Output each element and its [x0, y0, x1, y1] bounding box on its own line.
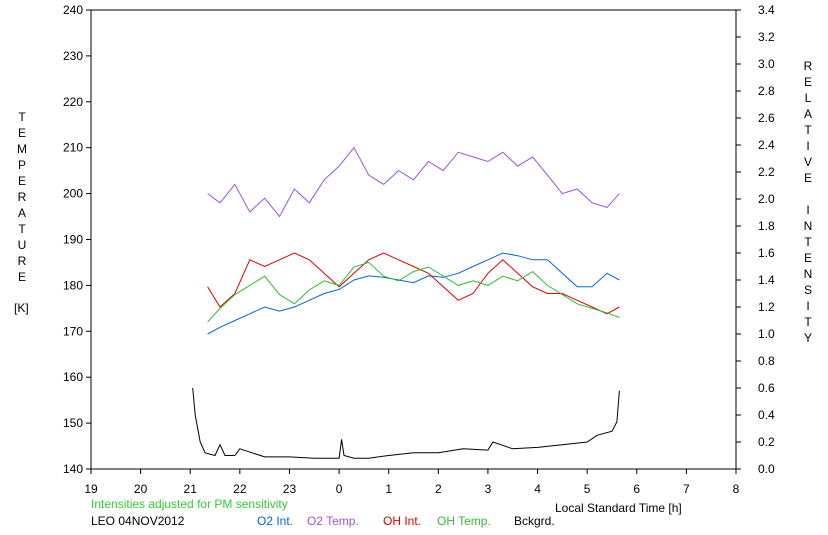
x-tick-label: 7 — [683, 482, 690, 496]
right-title-letter: T — [804, 123, 812, 137]
series-oh-temp-line — [207, 261, 620, 323]
left-tick-label: 230 — [63, 49, 83, 63]
right-title-letter: E — [804, 171, 812, 185]
left-title-letter: E — [18, 126, 26, 140]
right-title-letter: L — [805, 91, 812, 105]
plot-frame — [90, 9, 737, 470]
left-axis-unit: [K] — [14, 301, 29, 315]
x-tick-label: 5 — [584, 482, 591, 496]
series-bckgrd-line — [192, 387, 620, 459]
series-oh-int-line — [207, 252, 620, 315]
right-title-letter: V — [804, 155, 812, 169]
left-tick-label: 200 — [63, 187, 83, 201]
left-title-letter: R — [18, 254, 27, 268]
right-tick-label: 0.6 — [758, 381, 775, 395]
right-tick-label: 3.4 — [758, 3, 775, 17]
x-tick-label: 22 — [233, 482, 247, 496]
legend-oh-temp: OH Temp. — [437, 514, 491, 528]
pm-note: Intensities adjusted for PM sensitivity — [91, 497, 288, 511]
series-o2-int-line — [207, 252, 620, 335]
left-title-letter: A — [18, 206, 26, 220]
legend-bckgrd: Bckgrd. — [514, 514, 555, 528]
right-tick-label: 3.2 — [758, 30, 775, 44]
right-tick-label: 1.4 — [758, 273, 775, 287]
right-title-letter: A — [804, 107, 812, 121]
x-tick-label: 3 — [485, 482, 492, 496]
x-axis-label: Local Standard Time [h] — [555, 501, 682, 515]
right-title-letter: S — [804, 283, 812, 297]
x-tick-label: 6 — [633, 482, 640, 496]
right-title-letter: T — [804, 315, 812, 329]
right-tick-label: 1.6 — [758, 246, 775, 260]
x-tick-label: 21 — [184, 482, 198, 496]
x-tick-label: 4 — [534, 482, 541, 496]
right-title-letter: N — [804, 267, 813, 281]
left-tick-label: 180 — [63, 278, 83, 292]
right-title-letter: E — [804, 75, 812, 89]
left-title-letter: T — [18, 222, 26, 236]
right-tick-label: 2.6 — [758, 111, 775, 125]
legend-oh-int: OH Int. — [383, 514, 422, 528]
x-tick-label: 8 — [733, 482, 740, 496]
left-tick-label: 190 — [63, 233, 83, 247]
legend-o2-int: O2 Int. — [257, 514, 294, 528]
left-title-letter: R — [18, 190, 27, 204]
left-axis-ticks: 140 150 160 170 180 190 200 210 220 230 240 — [63, 3, 91, 476]
right-title-letter: R — [804, 59, 813, 73]
series-layer — [192, 146, 620, 459]
legend-o2-temp: O2 Temp. — [307, 514, 359, 528]
left-tick-label: 150 — [63, 416, 83, 430]
left-title-letter: E — [18, 270, 26, 284]
left-tick-label: 140 — [63, 462, 83, 476]
left-title-letter: E — [18, 174, 26, 188]
right-title-letter: T — [804, 235, 812, 249]
right-title-letter: Y — [804, 331, 812, 345]
right-tick-label: 0.2 — [758, 435, 775, 449]
x-tick-label: 0 — [336, 482, 343, 496]
left-title-letter: M — [17, 142, 27, 156]
right-tick-label: 0.8 — [758, 354, 775, 368]
right-tick-label: 1.2 — [758, 300, 775, 314]
x-tick-label: 23 — [283, 482, 297, 496]
station-label: LEO 04NOV2012 — [91, 514, 185, 528]
right-title-letter: I — [806, 299, 809, 313]
left-tick-label: 220 — [63, 95, 83, 109]
left-tick-label: 170 — [63, 324, 83, 338]
right-tick-label: 1.0 — [758, 327, 775, 341]
right-tick-label: 2.0 — [758, 192, 775, 206]
left-tick-label: 210 — [63, 141, 83, 155]
left-tick-label: 240 — [63, 3, 83, 17]
left-title-letter: U — [18, 238, 27, 252]
right-title-letter: E — [804, 251, 812, 265]
right-axis-ticks: 0.0 0.2 0.4 0.6 0.8 1.0 1.2 1.4 1.6 1.8 2.0 2.2 2.4 2… — [736, 3, 775, 476]
x-tick-label: 19 — [84, 482, 98, 496]
right-title-letter: I — [806, 203, 809, 217]
right-title-letter: N — [804, 219, 813, 233]
right-tick-label: 2.8 — [758, 84, 775, 98]
right-tick-label: 2.4 — [758, 138, 775, 152]
right-tick-label: 3.0 — [758, 57, 775, 71]
x-axis-ticks: 19 20 21 22 23 0 1 2 3 4 5 6 7 8 — [84, 469, 740, 496]
right-tick-label: 0.4 — [758, 408, 775, 422]
right-tick-label: 0.0 — [758, 462, 775, 476]
series-o2-temp-line — [207, 146, 620, 218]
right-title-letter: I — [806, 139, 809, 153]
left-title-letter: P — [18, 158, 26, 172]
x-tick-label: 1 — [385, 482, 392, 496]
left-tick-label: 160 — [63, 370, 83, 384]
x-tick-label: 2 — [435, 482, 442, 496]
right-tick-label: 2.2 — [758, 165, 775, 179]
left-title-letter: T — [18, 110, 26, 124]
x-tick-label: 20 — [134, 482, 148, 496]
right-tick-label: 1.8 — [758, 219, 775, 233]
